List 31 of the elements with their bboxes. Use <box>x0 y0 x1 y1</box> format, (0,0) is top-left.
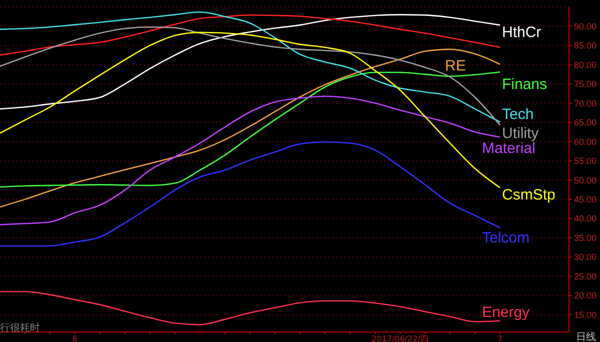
y-tick-label: 60.00 <box>574 136 597 147</box>
series-label: Telcom <box>482 230 530 247</box>
series-label: Utility <box>502 125 540 142</box>
y-tick-label: 30.00 <box>574 252 597 262</box>
x-tick-label: 7 <box>497 334 503 342</box>
y-tick-label: 15.00 <box>574 310 597 320</box>
line-series <box>0 26 501 126</box>
y-tick-label: 70.00 <box>574 98 597 108</box>
y-tick-label: 85.00 <box>574 40 597 51</box>
y-tick-label: 55.00 <box>574 156 597 166</box>
series-label: HthCr <box>502 24 542 42</box>
y-tick-label: 65.00 <box>574 118 597 128</box>
x-tick-label: 6 <box>72 334 78 342</box>
series-label: CsmStp <box>502 186 556 204</box>
y-tick-label: 75.00 <box>574 79 597 90</box>
series-label: Material <box>482 140 536 157</box>
y-tick-label: 90.00 <box>574 21 597 32</box>
y-tick-label: 80.00 <box>574 60 597 70</box>
y-tick-label: 20.00 <box>574 290 597 301</box>
y-tick-label: 35.00 <box>574 232 597 243</box>
y-tick-label: 50.00 <box>574 175 597 186</box>
line-series <box>0 14 501 56</box>
y-tick-label: 25.00 <box>574 271 597 282</box>
series-label: Finans <box>502 76 548 93</box>
series-label: RE <box>445 57 466 74</box>
series-label: Energy <box>482 304 530 321</box>
series-label: Tech <box>502 106 534 123</box>
annotation: 行很耗时 <box>0 322 40 335</box>
y-tick-label: 40.00 <box>574 214 597 224</box>
text: 日线 <box>576 330 596 342</box>
y-tick-label: 45.00 <box>574 194 597 205</box>
